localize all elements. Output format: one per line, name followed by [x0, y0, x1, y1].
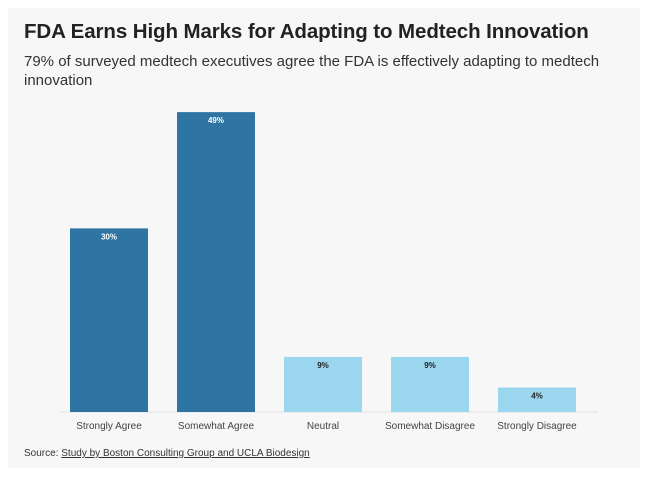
source-link[interactable]: Study by Boston Consulting Group and UCL…: [61, 448, 310, 459]
chart-title: FDA Earns High Marks for Adapting to Med…: [24, 20, 589, 43]
data-label: 49%: [208, 116, 224, 125]
data-label: 9%: [424, 361, 436, 370]
bar-somewhat-agree: [177, 112, 255, 413]
category-label: Somewhat Disagree: [385, 421, 475, 432]
category-label: Neutral: [307, 421, 339, 432]
bar-neutral: [284, 356, 362, 412]
category-label: Strongly Disagree: [497, 421, 577, 432]
data-label: 30%: [101, 232, 117, 241]
category-label: Somewhat Agree: [178, 421, 255, 432]
bar-strongly-disagree: [498, 387, 576, 412]
category-label: Strongly Agree: [76, 421, 142, 432]
bar-chart: 30% Strongly Agree 49% Somewhat Agree 9% Neut…: [60, 112, 598, 432]
chart-card: FDA Earns High Marks for Adapting to Med…: [8, 8, 640, 468]
source-prefix: Source:: [24, 448, 62, 459]
data-label: 4%: [531, 392, 543, 401]
data-label: 9%: [317, 361, 329, 370]
bar-strongly-agree: [70, 228, 148, 412]
bar-somewhat-disagree: [391, 356, 469, 412]
source-note: Source: Study by Boston Consulting Group…: [24, 448, 310, 459]
chart-subtitle: 79% of surveyed medtech executives agree…: [24, 53, 600, 89]
